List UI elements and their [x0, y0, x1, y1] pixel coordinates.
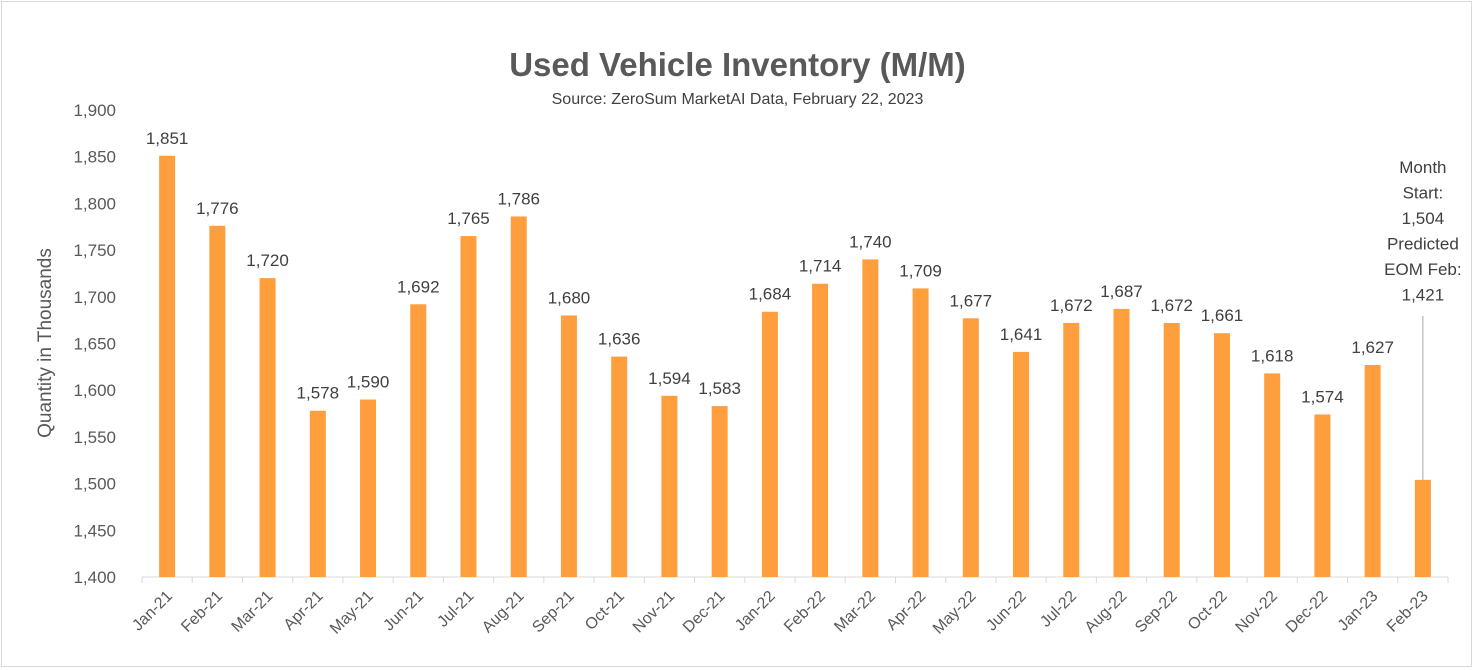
x-tick-label: Jun-21	[380, 588, 427, 635]
data-label: 1,578	[297, 384, 340, 403]
annotation-text: 1,504	[1402, 209, 1445, 228]
annotation-text: 1,421	[1402, 286, 1445, 305]
data-label: 1,672	[1050, 296, 1093, 315]
bar	[1063, 322, 1080, 577]
y-tick-label: 1,600	[73, 381, 116, 400]
bar	[661, 395, 678, 577]
chart-title: Used Vehicle Inventory (M/M)	[509, 46, 966, 83]
y-tick-label: 1,750	[73, 241, 116, 260]
data-label: 1,636	[598, 330, 641, 349]
data-label: 1,618	[1251, 346, 1294, 365]
bar	[510, 216, 527, 577]
data-label: 1,680	[548, 288, 591, 307]
data-label: 1,583	[698, 379, 741, 398]
x-tick-label: Dec-21	[680, 588, 729, 637]
x-tick-label: Nov-21	[630, 588, 679, 637]
y-tick-label: 1,500	[73, 475, 116, 494]
x-tick-label: Feb-22	[781, 588, 829, 636]
y-tick-label: 1,800	[73, 194, 116, 213]
data-label: 1,786	[497, 189, 540, 208]
x-tick-label: Jan-22	[732, 588, 779, 635]
bar	[360, 399, 377, 577]
data-label: 1,851	[146, 129, 189, 148]
bar	[761, 311, 778, 577]
bar	[1414, 479, 1431, 577]
x-tick-label: Jan-21	[129, 588, 176, 635]
bar	[611, 356, 628, 577]
x-tick-label: Nov-22	[1233, 588, 1282, 637]
bar	[1213, 333, 1230, 577]
bar	[1013, 351, 1030, 577]
y-tick-label: 1,850	[73, 148, 116, 167]
bar	[460, 236, 477, 577]
x-tick-label: Apr-21	[281, 588, 327, 634]
data-label: 1,641	[1000, 325, 1043, 344]
y-tick-label: 1,450	[73, 521, 116, 540]
x-tick-label: Oct-22	[1185, 588, 1231, 634]
x-tick-label: Mar-22	[831, 588, 879, 636]
x-tick-label: Dec-22	[1283, 588, 1332, 637]
x-tick-label: Jan-23	[1335, 588, 1382, 635]
bar	[159, 155, 176, 578]
bar	[410, 304, 427, 577]
data-label: 1,692	[397, 277, 440, 296]
x-tick-label: Jul-21	[434, 588, 477, 631]
data-label: 1,684	[749, 285, 792, 304]
x-tick-label: Aug-21	[479, 588, 528, 637]
bar	[711, 406, 728, 577]
annotation-text: Month	[1399, 158, 1446, 177]
bar	[560, 315, 577, 577]
data-label: 1,720	[246, 251, 289, 270]
data-label: 1,714	[799, 257, 842, 276]
bar	[962, 318, 979, 577]
annotation-text: Predicted	[1387, 235, 1459, 254]
x-tick-label: May-21	[327, 588, 377, 638]
x-tick-label: Aug-22	[1082, 588, 1131, 637]
data-label: 1,627	[1351, 338, 1394, 357]
data-label: 1,687	[1100, 282, 1143, 301]
x-tick-label: May-22	[930, 588, 980, 638]
data-label: 1,594	[648, 369, 691, 388]
chart-subtitle: Source: ZeroSum MarketAI Data, February …	[551, 91, 924, 108]
bar	[1113, 308, 1130, 577]
bar	[1364, 364, 1381, 577]
y-tick-label: 1,900	[73, 101, 116, 120]
x-tick-label: Sep-22	[1132, 588, 1181, 637]
data-label: 1,574	[1301, 387, 1344, 406]
bar	[1314, 414, 1331, 577]
y-tick-label: 1,400	[73, 568, 116, 587]
data-label: 1,740	[849, 232, 892, 251]
y-tick-label: 1,650	[73, 335, 116, 354]
bar	[812, 283, 829, 577]
x-tick-label: Jun-22	[983, 588, 1030, 635]
y-tick-label: 1,550	[73, 428, 116, 447]
x-tick-label: Feb-21	[178, 588, 226, 636]
bar	[1163, 322, 1180, 577]
x-tick-label: Oct-21	[582, 588, 628, 634]
y-tick-label: 1,700	[73, 288, 116, 307]
bar	[209, 225, 226, 578]
data-label: 1,590	[347, 373, 390, 392]
x-tick-label: Mar-21	[229, 588, 277, 636]
annotation-text: EOM Feb:	[1384, 260, 1461, 279]
data-label: 1,776	[196, 199, 239, 218]
y-axis-label: Quantity in Thousands	[35, 248, 56, 438]
data-label: 1,709	[899, 261, 942, 280]
x-tick-label: Feb-23	[1384, 588, 1432, 636]
data-label: 1,661	[1201, 306, 1244, 325]
bar	[912, 288, 929, 577]
bar	[862, 259, 879, 577]
bar	[259, 278, 276, 577]
bar	[1264, 373, 1281, 577]
data-label: 1,677	[950, 291, 993, 310]
data-label: 1,765	[447, 209, 490, 228]
annotation-text: Start:	[1403, 184, 1444, 203]
data-label: 1,672	[1150, 296, 1193, 315]
x-tick-label: Apr-22	[883, 588, 929, 634]
bar	[309, 410, 326, 577]
x-tick-label: Sep-21	[529, 588, 578, 637]
x-tick-label: Jul-22	[1037, 588, 1080, 631]
